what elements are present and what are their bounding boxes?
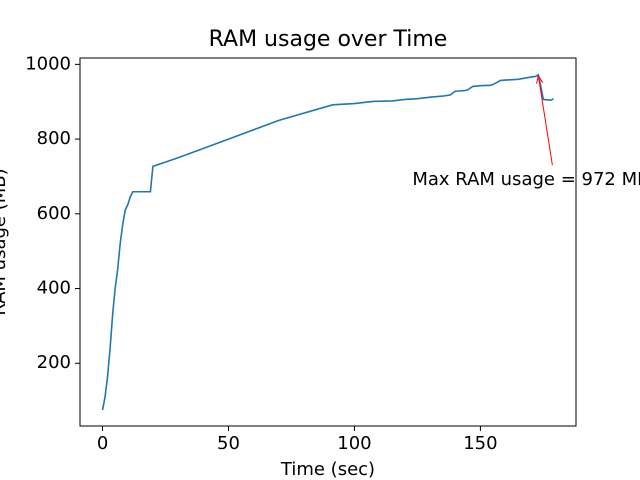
x-tick-label: 0 bbox=[97, 433, 108, 454]
x-tick-label: 150 bbox=[463, 433, 497, 454]
x-tick-label: 100 bbox=[337, 433, 371, 454]
y-tick-label: 600 bbox=[37, 203, 71, 224]
y-tick-label: 1000 bbox=[25, 53, 71, 74]
data-line bbox=[101, 73, 554, 411]
x-tick-label: 50 bbox=[217, 433, 240, 454]
y-tick-label: 400 bbox=[37, 278, 71, 299]
annotation-arrowhead bbox=[536, 74, 544, 84]
chart-title: RAM usage over Time bbox=[209, 27, 448, 52]
y-tick-label: 800 bbox=[37, 128, 71, 149]
x-axis-label: Time (sec) bbox=[280, 459, 375, 480]
annotation-text: Max RAM usage = 972 MB bbox=[412, 169, 640, 190]
y-axis-label: RAM usage (MB) bbox=[0, 168, 10, 315]
plot-frame bbox=[79, 57, 577, 427]
annotation-arrow bbox=[537, 75, 553, 166]
y-tick-label: 200 bbox=[37, 352, 71, 373]
